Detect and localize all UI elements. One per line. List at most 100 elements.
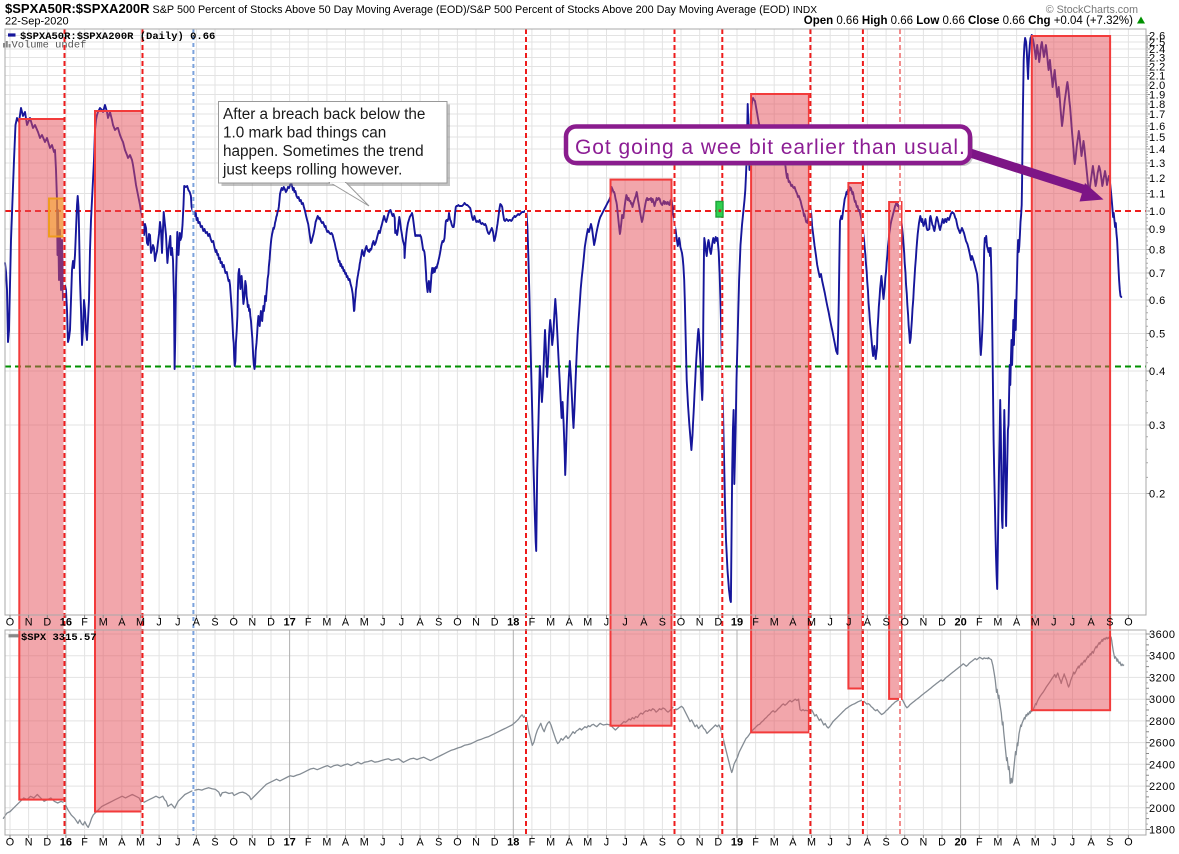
svg-text:N: N	[472, 617, 480, 629]
svg-text:F: F	[305, 617, 312, 629]
svg-text:M: M	[993, 617, 1002, 629]
svg-text:A: A	[864, 837, 872, 849]
svg-text:$SPXA50R:$SPXA200R (Daily) 0.6: $SPXA50R:$SPXA200R (Daily) 0.66	[20, 31, 215, 43]
svg-text:F: F	[752, 617, 759, 629]
svg-text:S: S	[435, 837, 442, 849]
svg-text:N: N	[919, 837, 927, 849]
svg-text:A: A	[566, 837, 574, 849]
svg-text:J: J	[1051, 837, 1056, 849]
svg-text:3000: 3000	[1149, 694, 1175, 706]
svg-text:M: M	[99, 837, 108, 849]
svg-text:O: O	[677, 837, 685, 849]
svg-text:F: F	[976, 837, 983, 849]
svg-text:S: S	[1106, 837, 1113, 849]
svg-text:F: F	[529, 617, 536, 629]
svg-text:1.1: 1.1	[1149, 189, 1166, 201]
svg-text:M: M	[807, 617, 816, 629]
svg-text:22-Sep-2020: 22-Sep-2020	[5, 16, 69, 28]
svg-text:N: N	[25, 837, 33, 849]
svg-text:M: M	[322, 837, 331, 849]
svg-text:M: M	[770, 837, 779, 849]
svg-text:Got going a wee bit earlier th: Got going a wee bit earlier than usual.	[575, 136, 966, 159]
svg-text:17: 17	[283, 617, 295, 629]
svg-text:D: D	[267, 617, 275, 629]
svg-text:A: A	[640, 837, 648, 849]
svg-text:2000: 2000	[1149, 803, 1175, 815]
svg-text:2.0: 2.0	[1149, 80, 1166, 92]
svg-text:S: S	[882, 837, 889, 849]
svg-text:Volume undef: Volume undef	[12, 40, 87, 52]
svg-text:O: O	[677, 617, 685, 629]
svg-text:just keeps rolling however.: just keeps rolling however.	[222, 162, 402, 179]
svg-text:1.2: 1.2	[1149, 173, 1166, 185]
svg-text:© StockCharts.com: © StockCharts.com	[1046, 4, 1138, 16]
svg-text:16: 16	[60, 837, 72, 849]
svg-text:F: F	[305, 837, 312, 849]
svg-text:2.4: 2.4	[1149, 44, 1166, 56]
svg-text:$SPXA50R:$SPXA200R S&P 500 Per: $SPXA50R:$SPXA200R S&P 500 Percent of St…	[5, 1, 817, 16]
svg-text:F: F	[752, 837, 759, 849]
svg-text:N: N	[25, 617, 33, 629]
svg-text:N: N	[248, 837, 256, 849]
svg-text:F: F	[81, 837, 88, 849]
svg-text:1.9: 1.9	[1149, 90, 1166, 102]
svg-text:2800: 2800	[1149, 716, 1175, 728]
svg-text:N: N	[248, 617, 256, 629]
svg-text:S: S	[211, 617, 218, 629]
svg-text:D: D	[43, 617, 51, 629]
svg-text:2400: 2400	[1149, 759, 1175, 771]
svg-text:2.5: 2.5	[1149, 37, 1166, 49]
svg-text:M: M	[546, 837, 555, 849]
svg-text:16: 16	[60, 617, 72, 629]
svg-text:A: A	[342, 837, 350, 849]
svg-text:A: A	[640, 617, 648, 629]
svg-text:M: M	[322, 617, 331, 629]
svg-text:O: O	[1124, 837, 1132, 849]
svg-text:2200: 2200	[1149, 781, 1175, 793]
svg-text:$SPX 3315.57: $SPX 3315.57	[21, 632, 97, 644]
svg-text:D: D	[43, 837, 51, 849]
svg-text:S: S	[659, 617, 666, 629]
svg-text:J: J	[622, 617, 627, 629]
svg-text:J: J	[1070, 837, 1075, 849]
svg-text:A: A	[789, 617, 797, 629]
svg-text:A: A	[789, 837, 797, 849]
svg-text:S: S	[1106, 617, 1113, 629]
svg-text:0.9: 0.9	[1149, 224, 1166, 236]
svg-text:J: J	[175, 617, 180, 629]
svg-text:A: A	[193, 617, 201, 629]
svg-text:N: N	[696, 617, 704, 629]
svg-text:1.7: 1.7	[1149, 109, 1166, 121]
svg-text:N: N	[472, 837, 480, 849]
svg-text:J: J	[846, 837, 851, 849]
svg-text:J: J	[380, 617, 385, 629]
svg-text:1.4: 1.4	[1149, 144, 1166, 156]
svg-text:0.8: 0.8	[1149, 245, 1166, 257]
svg-text:A: A	[416, 617, 424, 629]
svg-text:A: A	[118, 837, 126, 849]
svg-text:M: M	[993, 837, 1002, 849]
svg-text:M: M	[360, 837, 369, 849]
svg-text:17: 17	[283, 837, 295, 849]
svg-text:Open 0.66 High 0.66 Low 0.66 C: Open 0.66 High 0.66 Low 0.66 Close 0.66 …	[804, 15, 1133, 27]
svg-text:1.5: 1.5	[1149, 132, 1166, 144]
svg-text:J: J	[399, 617, 404, 629]
svg-text:O: O	[229, 837, 237, 849]
svg-text:J: J	[622, 837, 627, 849]
svg-text:M: M	[583, 837, 592, 849]
svg-text:J: J	[1051, 617, 1056, 629]
svg-text:3400: 3400	[1149, 651, 1175, 663]
svg-text:2.1: 2.1	[1149, 71, 1166, 83]
svg-text:M: M	[136, 837, 145, 849]
svg-text:0.4: 0.4	[1149, 366, 1166, 378]
svg-text:J: J	[156, 837, 161, 849]
svg-text:M: M	[583, 617, 592, 629]
svg-text:3600: 3600	[1149, 629, 1175, 641]
svg-text:N: N	[919, 617, 927, 629]
svg-text:S: S	[211, 837, 218, 849]
svg-text:A: A	[118, 617, 126, 629]
svg-text:F: F	[81, 617, 88, 629]
svg-text:J: J	[827, 617, 832, 629]
svg-text:J: J	[175, 837, 180, 849]
svg-text:J: J	[604, 837, 609, 849]
